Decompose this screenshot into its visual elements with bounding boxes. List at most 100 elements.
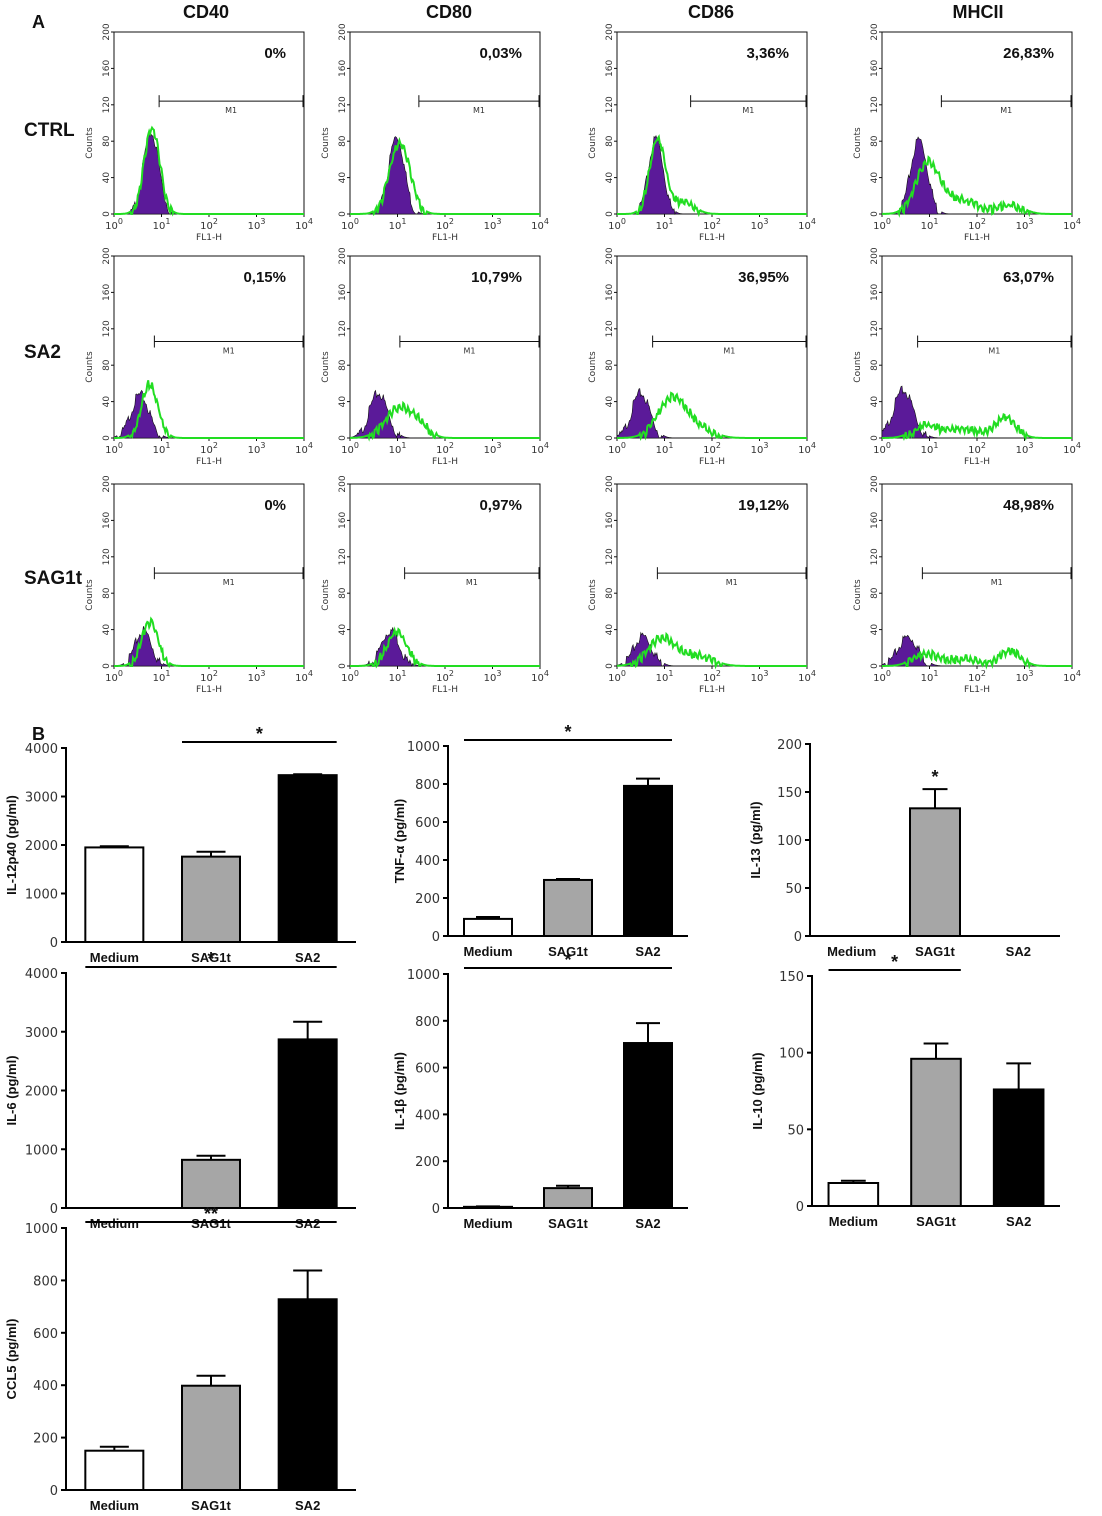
tick-base: 10: [436, 221, 449, 232]
tick-exponent: 2: [716, 441, 721, 450]
y-tick-label: 150: [777, 786, 802, 801]
filled-histogram: [350, 136, 540, 215]
y-tick-label: 200: [605, 475, 615, 492]
y-tick-label: 400: [415, 1108, 440, 1123]
x-tick-label: 100: [341, 217, 359, 232]
y-tick-label: 120: [605, 548, 615, 565]
y-axis-label: IL-12p40 (pg/ml): [4, 795, 19, 895]
y-tick-label: 600: [415, 816, 440, 831]
gate-percentage: 0,03%: [479, 45, 522, 62]
y-tick-label: 0: [605, 435, 615, 441]
tick-exponent: 2: [449, 669, 454, 678]
gate-m1-label: M1: [225, 106, 237, 115]
y-tick-label: 0: [432, 1202, 440, 1217]
tick-base: 10: [751, 445, 764, 456]
gate-m1-label: M1: [723, 347, 735, 356]
tick-base: 10: [531, 221, 544, 232]
y-tick-label: 0: [870, 663, 880, 669]
category-label: Medium: [827, 944, 876, 959]
gate-percentage: 3,36%: [746, 45, 789, 62]
tick-exponent: 4: [544, 669, 549, 678]
x-tick-label: 101: [153, 669, 171, 684]
y-axis-label: TNF-α (pg/ml): [392, 799, 407, 884]
y-axis-label: Counts: [588, 127, 598, 159]
tick-exponent: 3: [260, 669, 265, 678]
x-tick-label: 104: [798, 669, 816, 684]
y-tick-label: 1000: [407, 740, 440, 755]
x-tick-label: 103: [751, 669, 769, 684]
y-tick-label: 80: [870, 587, 880, 599]
y-tick-label: 40: [102, 396, 112, 408]
y-tick-label: 160: [870, 512, 880, 529]
x-axis-label: FL1-H: [196, 457, 222, 467]
y-tick-label: 0: [50, 936, 58, 951]
tick-exponent: 1: [933, 441, 938, 450]
significance-star: **: [204, 1204, 218, 1224]
y-tick-label: 150: [779, 970, 804, 985]
category-label: SAG1t: [191, 950, 231, 965]
y-tick-label: 160: [605, 60, 615, 77]
category-label: SAG1t: [191, 1216, 231, 1231]
tick-base: 10: [531, 673, 544, 684]
tick-exponent: 0: [118, 669, 123, 678]
category-label: Medium: [90, 1498, 139, 1513]
tick-exponent: 2: [213, 669, 218, 678]
y-tick-label: 1000: [25, 1222, 58, 1237]
tick-exponent: 4: [1076, 669, 1081, 678]
y-tick-label: 1000: [407, 968, 440, 983]
bar-sa2: [277, 1298, 338, 1492]
significance-star: *: [256, 724, 263, 744]
bar-medium: [84, 1449, 145, 1491]
gate-percentage: 48,98%: [1003, 497, 1054, 514]
category-label: SAG1t: [191, 1498, 231, 1513]
x-tick-label: 100: [873, 669, 891, 684]
bar-sa2: [623, 1042, 673, 1210]
gate-percentage: 63,07%: [1003, 269, 1054, 286]
tick-base: 10: [389, 445, 402, 456]
tick-base: 10: [1016, 673, 1029, 684]
x-tick-label: 104: [531, 441, 549, 456]
x-tick-label: 104: [798, 217, 816, 232]
y-tick-label: 0: [794, 930, 802, 945]
gate-percentage: 0%: [264, 45, 286, 62]
y-tick-label: 120: [102, 96, 112, 113]
y-tick-label: 40: [338, 172, 348, 184]
y-axis-label: Counts: [321, 351, 331, 383]
tick-base: 10: [703, 673, 716, 684]
tick-base: 10: [389, 673, 402, 684]
y-tick-label: 160: [102, 512, 112, 529]
tick-base: 10: [873, 673, 886, 684]
category-label: SA2: [635, 1216, 660, 1231]
tick-exponent: 4: [544, 441, 549, 450]
x-tick-label: 100: [341, 669, 359, 684]
y-axis-label: Counts: [85, 579, 95, 611]
bar-sag1t: [543, 1187, 593, 1209]
tick-base: 10: [1016, 221, 1029, 232]
category-label: SA2: [1006, 1214, 1031, 1229]
y-tick-label: 0: [605, 211, 615, 217]
x-tick-label: 103: [1016, 441, 1034, 456]
tick-base: 10: [105, 221, 118, 232]
y-axis-label: Counts: [853, 351, 863, 383]
tick-base: 10: [295, 445, 308, 456]
tick-exponent: 3: [763, 669, 768, 678]
condition-label-sag1t: SAG1t: [24, 568, 83, 589]
y-tick-label: 200: [338, 247, 348, 264]
tick-exponent: 2: [981, 441, 986, 450]
bar-medium: [463, 917, 513, 938]
y-tick-label: 200: [870, 23, 880, 40]
bar-sa2: [277, 774, 338, 943]
category-label: SA2: [295, 950, 320, 965]
tick-exponent: 3: [260, 217, 265, 226]
tick-exponent: 2: [449, 217, 454, 226]
tick-exponent: 3: [763, 441, 768, 450]
y-axis-label: IL-6 (pg/ml): [4, 1055, 19, 1125]
y-tick-label: 800: [33, 1274, 58, 1289]
